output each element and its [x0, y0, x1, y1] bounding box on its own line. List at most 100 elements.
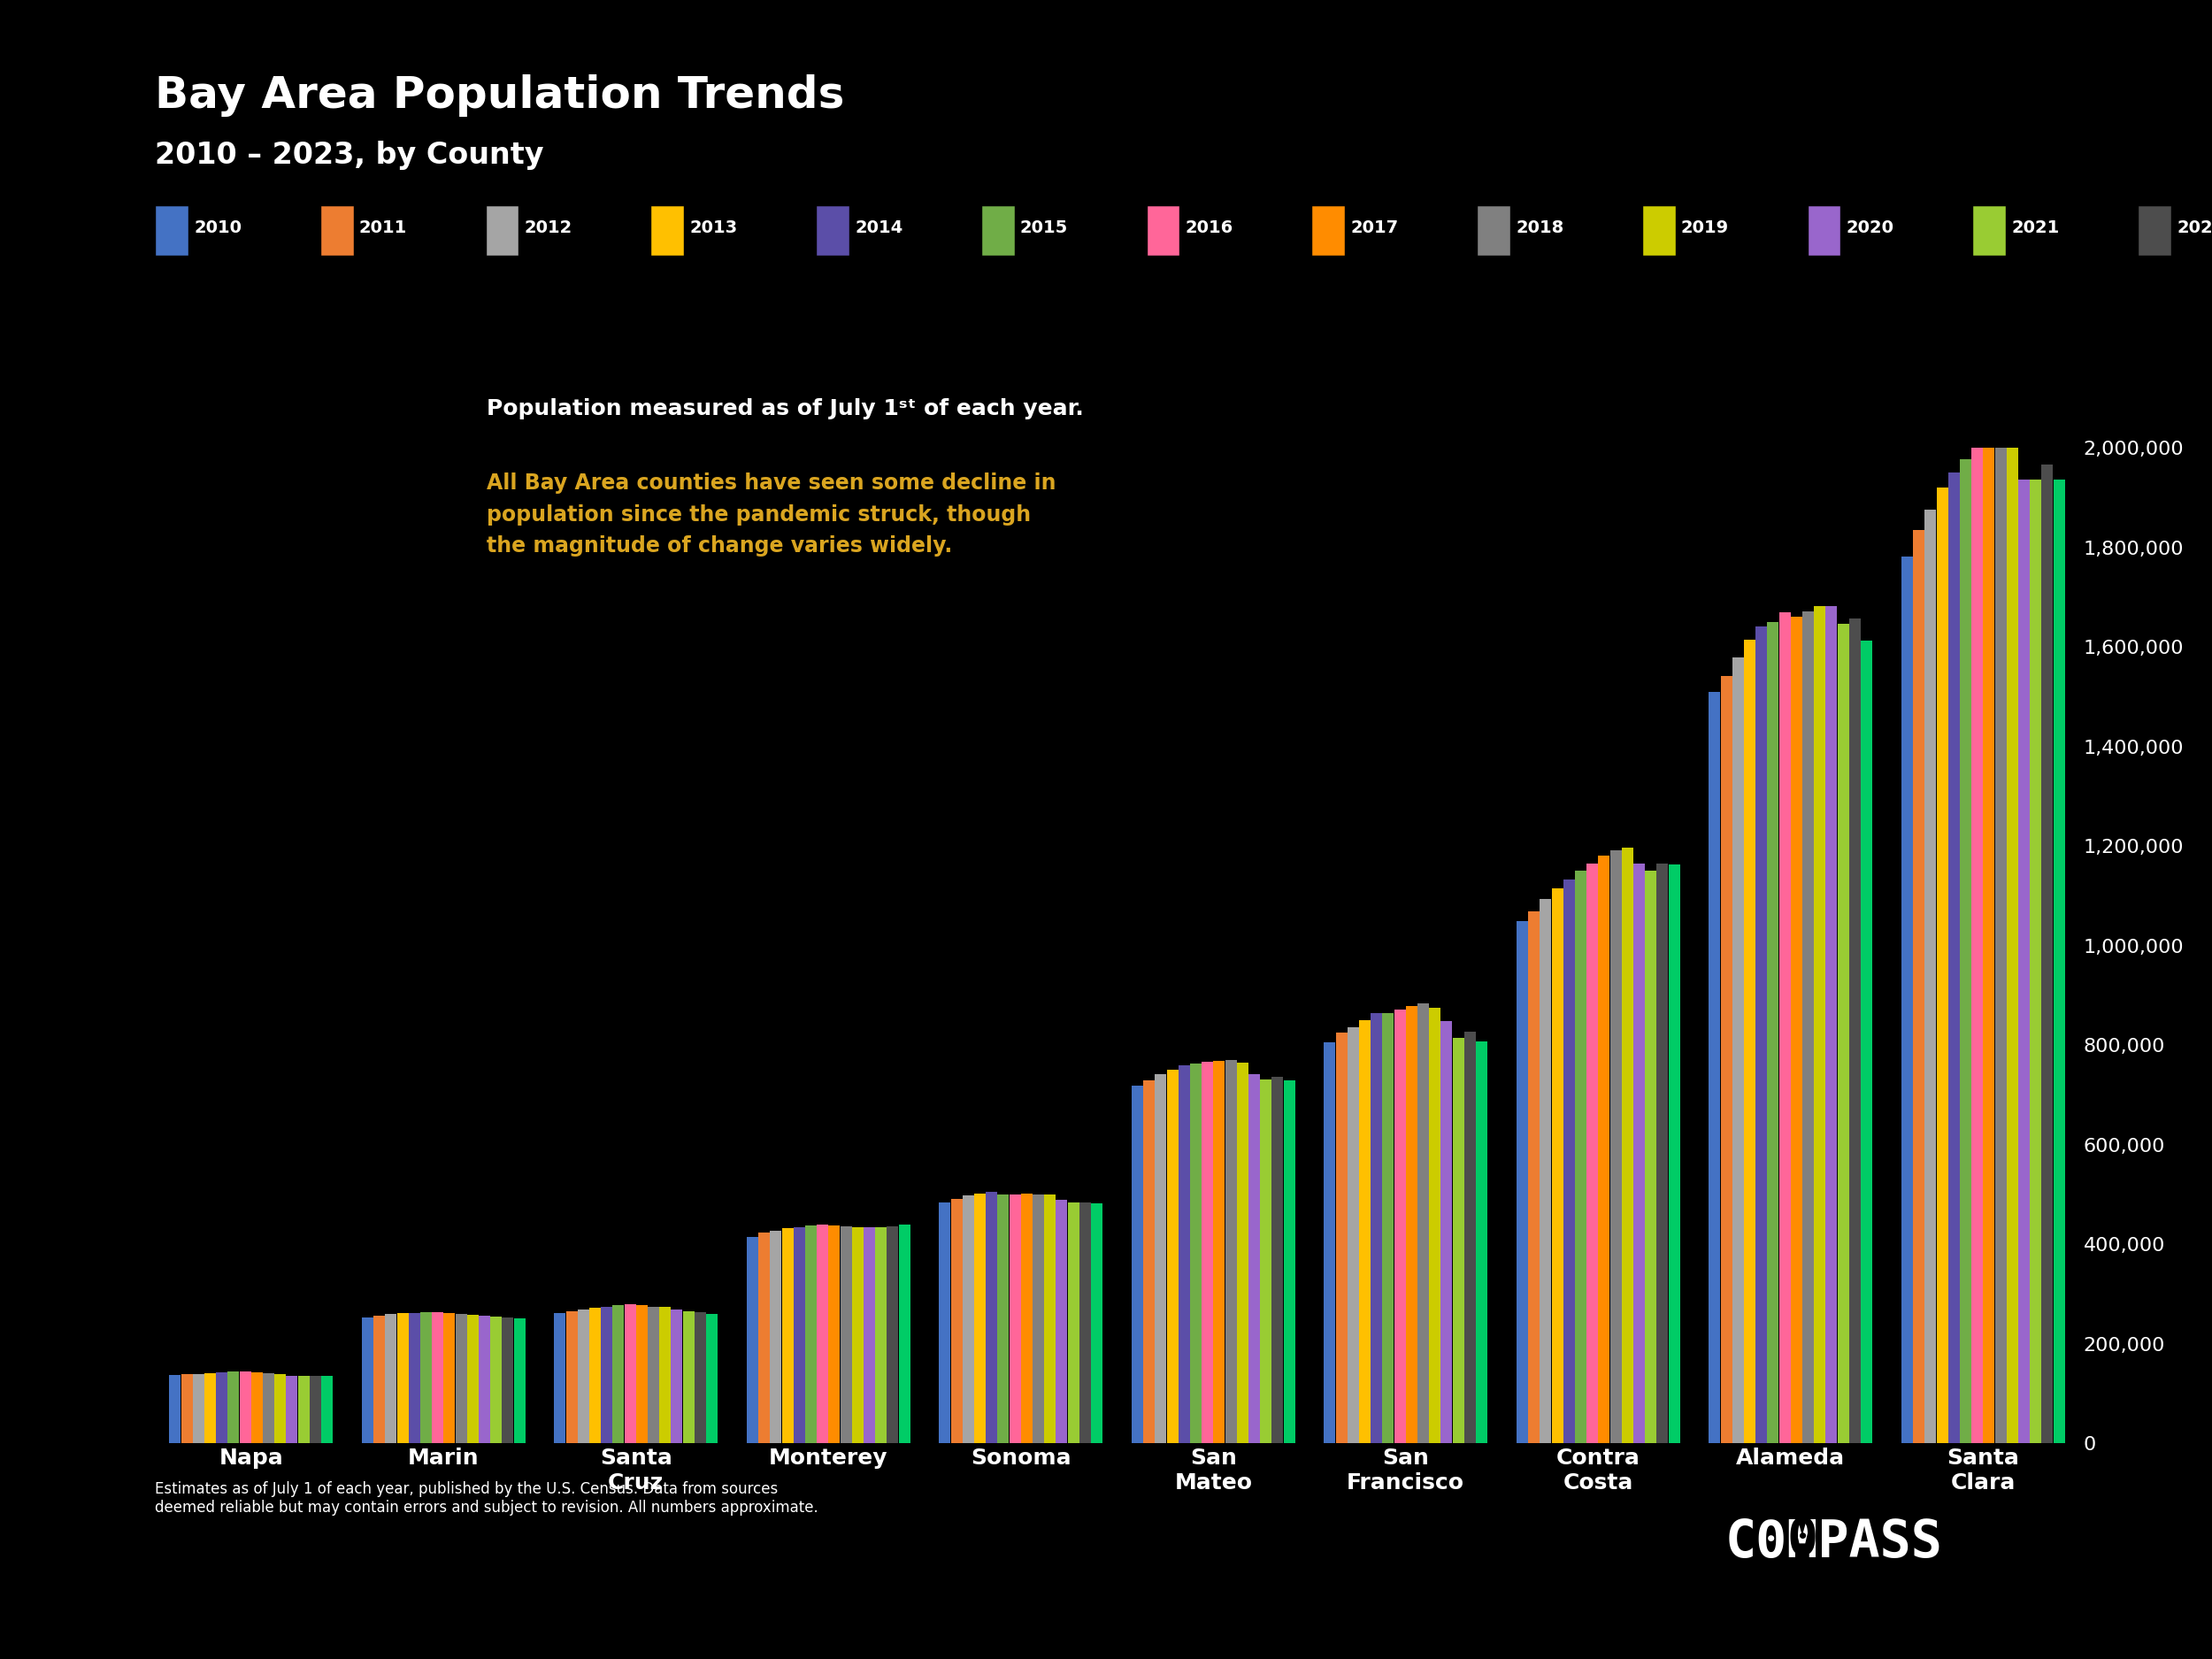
Bar — [1803, 612, 1814, 1443]
Bar — [1960, 460, 1971, 1443]
Bar — [1860, 640, 1871, 1443]
Bar — [1575, 871, 1586, 1443]
Bar — [637, 1306, 648, 1443]
Bar — [1044, 1194, 1055, 1443]
Bar — [1721, 675, 1732, 1443]
Bar — [695, 1312, 706, 1443]
Bar — [1371, 1014, 1382, 1443]
FancyBboxPatch shape — [1973, 206, 2006, 255]
Bar — [1984, 445, 1995, 1443]
Text: 2018: 2018 — [1515, 219, 1564, 237]
Bar — [987, 1191, 998, 1443]
Text: 2010: 2010 — [195, 219, 241, 237]
Bar — [748, 1236, 759, 1443]
Text: 2017: 2017 — [1352, 219, 1398, 237]
Bar — [898, 1224, 909, 1443]
Bar — [1358, 1020, 1371, 1443]
Bar — [1621, 848, 1632, 1443]
Bar — [613, 1306, 624, 1443]
Bar — [1155, 1075, 1166, 1443]
Bar — [181, 1375, 192, 1443]
Bar — [502, 1317, 513, 1443]
Text: All Bay Area counties have seen some decline in
population since the pandemic st: All Bay Area counties have seen some dec… — [487, 473, 1055, 557]
Bar — [1551, 889, 1564, 1443]
Bar — [321, 1375, 332, 1443]
Bar — [431, 1312, 442, 1443]
Bar — [1792, 617, 1803, 1443]
FancyBboxPatch shape — [816, 206, 849, 255]
Bar — [1133, 1085, 1144, 1443]
FancyBboxPatch shape — [321, 206, 354, 255]
Bar — [940, 1203, 951, 1443]
Text: 2013: 2013 — [690, 219, 737, 237]
Bar — [1949, 473, 1960, 1443]
Bar — [1902, 557, 1913, 1443]
Bar — [1564, 879, 1575, 1443]
Bar — [456, 1314, 467, 1443]
Bar — [1995, 435, 2006, 1443]
Bar — [252, 1372, 263, 1443]
Bar — [192, 1374, 204, 1443]
Bar — [1971, 448, 1982, 1443]
Bar — [1336, 1032, 1347, 1443]
Bar — [852, 1228, 863, 1443]
Text: 2021: 2021 — [2011, 219, 2059, 237]
Bar — [1407, 1007, 1418, 1443]
Text: 2016: 2016 — [1186, 219, 1234, 237]
Bar — [299, 1377, 310, 1443]
Bar — [478, 1316, 491, 1443]
Bar — [805, 1226, 816, 1443]
Bar — [1068, 1203, 1079, 1443]
Bar — [588, 1307, 602, 1443]
Bar — [385, 1314, 396, 1443]
Text: 2020: 2020 — [1847, 219, 1893, 237]
Bar — [1055, 1199, 1068, 1443]
Bar — [467, 1314, 478, 1443]
Bar — [659, 1307, 670, 1443]
Bar — [1668, 864, 1679, 1443]
Bar — [228, 1372, 239, 1443]
Bar — [1347, 1027, 1358, 1443]
Bar — [794, 1228, 805, 1443]
Bar — [1710, 692, 1721, 1443]
FancyBboxPatch shape — [484, 206, 520, 255]
Bar — [2006, 438, 2017, 1443]
Bar — [887, 1226, 898, 1443]
Bar — [1838, 624, 1849, 1443]
Bar — [2031, 479, 2042, 1443]
Bar — [759, 1233, 770, 1443]
Bar — [1586, 863, 1597, 1443]
Bar — [396, 1314, 409, 1443]
Text: 2019: 2019 — [1681, 219, 1730, 237]
Bar — [1610, 851, 1621, 1443]
Bar — [374, 1316, 385, 1443]
FancyBboxPatch shape — [1146, 206, 1179, 255]
Text: 2022: 2022 — [2177, 219, 2212, 237]
Bar — [1382, 1014, 1394, 1443]
Bar — [1743, 640, 1756, 1443]
Bar — [513, 1317, 524, 1443]
Bar — [310, 1375, 321, 1443]
Bar — [1201, 1062, 1212, 1443]
Bar — [1475, 1040, 1486, 1443]
Bar — [420, 1312, 431, 1443]
Bar — [1166, 1070, 1179, 1443]
Text: 2010 – 2023, by County: 2010 – 2023, by County — [155, 141, 544, 171]
Bar — [1079, 1203, 1091, 1443]
Bar — [648, 1307, 659, 1443]
Bar — [830, 1226, 841, 1443]
Bar — [1418, 1004, 1429, 1443]
Bar — [363, 1317, 374, 1443]
Bar — [274, 1374, 285, 1443]
FancyBboxPatch shape — [982, 206, 1015, 255]
Bar — [1091, 1203, 1102, 1443]
Bar — [1913, 531, 1924, 1443]
Bar — [1732, 657, 1743, 1443]
Bar — [1599, 856, 1610, 1443]
Bar — [1272, 1077, 1283, 1443]
Bar — [1033, 1194, 1044, 1443]
Bar — [1767, 622, 1778, 1443]
Bar — [998, 1194, 1009, 1443]
Bar — [263, 1374, 274, 1443]
Bar — [1924, 509, 1936, 1443]
